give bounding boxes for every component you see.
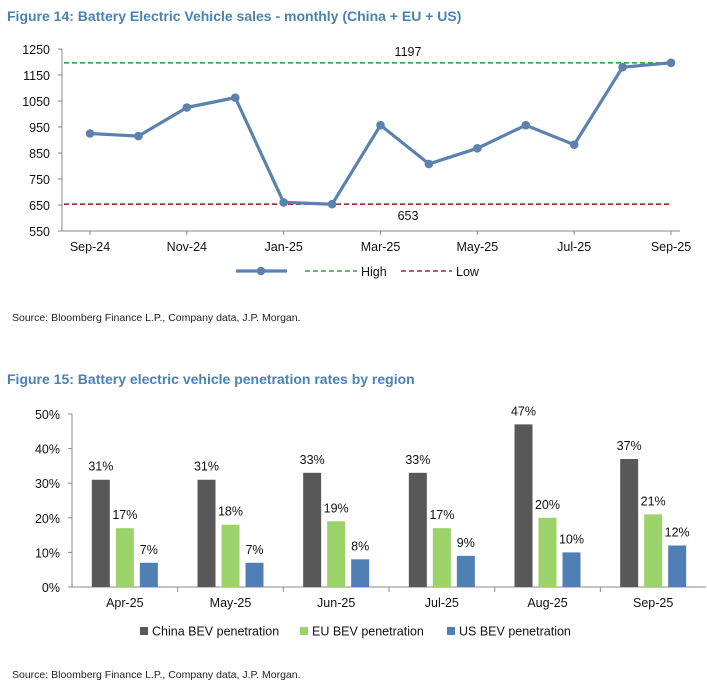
x-tick-label: Jun-25 (317, 596, 355, 610)
y-tick-label: 750 (29, 173, 50, 187)
legend-swatch-china (140, 627, 148, 635)
figure-14-source: Source: Bloomberg Finance L.P., Company … (12, 312, 301, 324)
bar-data-label: 17% (429, 508, 454, 522)
legend-swatch-us (447, 627, 455, 635)
x-tick-label: Aug-25 (527, 596, 567, 610)
y-tick-label: 10% (35, 546, 60, 560)
bar-data-label: 7% (140, 543, 158, 557)
bar-data-label: 20% (535, 498, 560, 512)
bar-us (456, 555, 475, 587)
data-point (569, 140, 579, 149)
bar-data-label: 47% (511, 404, 536, 418)
bar-china (197, 479, 216, 587)
x-tick-label: Jan-25 (265, 240, 303, 254)
bar-us (245, 562, 264, 587)
figure-14-title: Figure 14: Battery Electric Vehicle sale… (7, 8, 462, 24)
bar-china (620, 458, 639, 587)
legend-swatch-eu (300, 627, 308, 635)
x-tick-label: Sep-25 (651, 240, 691, 254)
bar-data-label: 33% (300, 453, 325, 467)
legend-label-eu: EU BEV penetration (312, 625, 424, 639)
bev-penetration-bar-chart: 0% 10% 20% 30% 40% 50% Apr-25 31% 17% 7% May-25 31%… (35, 404, 706, 639)
bar-us (139, 562, 158, 587)
bar-data-label: 12% (665, 525, 690, 539)
bar-us (351, 559, 370, 587)
y-tick-label: 850 (29, 147, 50, 161)
bar-data-label: 31% (88, 460, 113, 474)
x-tick-label: May-25 (456, 240, 498, 254)
data-point (230, 93, 240, 102)
data-point (182, 103, 192, 112)
figure-15-title: Figure 15: Battery electric vehicle pene… (7, 371, 415, 387)
bar-china (303, 472, 322, 587)
bar-data-label: 9% (457, 536, 475, 550)
bar-data-label: 18% (218, 505, 243, 519)
legend-label-china: China BEV penetration (152, 625, 279, 639)
y-tick-label: 550 (29, 225, 50, 239)
legend-marker-sales (256, 266, 266, 276)
y-tick-label: 1150 (23, 69, 50, 83)
bar-us (668, 545, 687, 587)
data-point (376, 120, 385, 130)
y-tick-label: 20% (35, 512, 60, 526)
bar-eu (327, 521, 346, 587)
bar-data-label: 21% (641, 494, 666, 508)
y-tick-label: 0% (42, 581, 60, 595)
data-point (666, 58, 676, 68)
x-tick-label: Sep-24 (70, 240, 110, 254)
y-tick-label: 50% (35, 408, 60, 422)
x-tick-label: Jul-25 (425, 596, 459, 610)
bar-data-label: 33% (405, 453, 430, 467)
data-point (134, 131, 143, 141)
y-tick-label: 950 (29, 121, 50, 135)
x-tick-label: Apr-25 (106, 596, 144, 610)
x-tick-label: Jul-25 (557, 240, 591, 254)
bar-data-label: 31% (194, 460, 219, 474)
bar-eu (538, 517, 557, 587)
bar-china (408, 472, 427, 587)
sales-series-line (89, 61, 672, 206)
legend-label-high: High (361, 265, 387, 279)
y-tick-label: 30% (35, 477, 60, 491)
bar-eu (644, 514, 663, 587)
y-tick-label: 650 (29, 199, 50, 213)
x-tick-label: Sep-25 (633, 596, 673, 610)
bar-data-label: 17% (112, 508, 137, 522)
data-point (424, 159, 434, 169)
bar-data-label: 10% (559, 532, 584, 546)
bar-eu (115, 528, 134, 587)
bar-data-label: 7% (245, 543, 263, 557)
y-tick-label: 40% (35, 443, 60, 457)
y-tick-label: 1050 (22, 95, 50, 109)
reference-label-high: 1197 (395, 45, 422, 59)
x-tick-label: Nov-24 (167, 240, 207, 254)
y-tick-label: 1250 (22, 43, 50, 57)
data-point (327, 199, 337, 209)
legend-label-us: US BEV penetration (459, 625, 571, 639)
bar-data-label: 8% (351, 539, 369, 553)
bar-china (91, 479, 110, 587)
bar-data-label: 19% (324, 501, 349, 515)
bar-data-label: 37% (617, 439, 642, 453)
bar-eu (432, 528, 451, 587)
data-point (85, 129, 95, 138)
bar-eu (221, 524, 240, 587)
x-tick-label: Mar-25 (361, 240, 401, 254)
bar-us (562, 552, 581, 587)
bev-sales-line-chart: 550 650 750 850 950 1050 1150 1250 Sep-24 Nov-24 J… (22, 43, 691, 279)
reference-label-low: 653 (398, 209, 419, 223)
bar-china (514, 424, 533, 587)
figure-15-source: Source: Bloomberg Finance L.P., Company … (12, 669, 301, 681)
data-point (618, 62, 627, 72)
x-tick-label: May-25 (210, 596, 252, 610)
data-point (279, 198, 288, 207)
data-point (473, 144, 482, 153)
legend-label-low: Low (456, 265, 480, 279)
data-point (521, 120, 531, 130)
